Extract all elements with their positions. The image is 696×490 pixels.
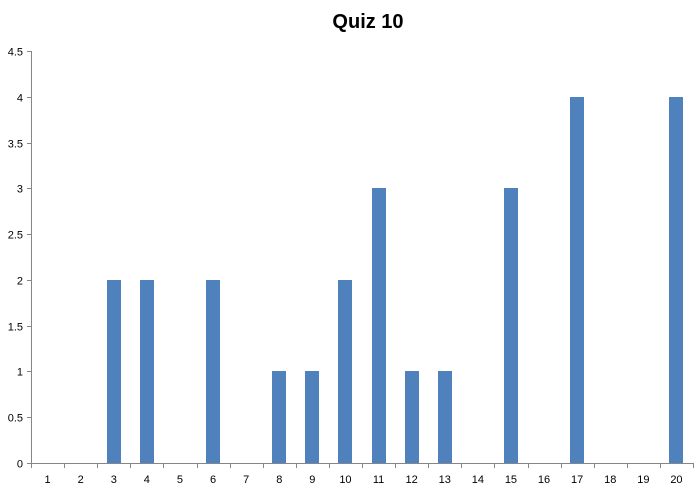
x-tick-label: 13	[439, 474, 451, 486]
bar-3	[107, 280, 121, 463]
bar-12	[405, 371, 419, 463]
bars	[107, 97, 683, 463]
bar-4	[140, 280, 154, 463]
y-tick-label: 1.5	[8, 322, 23, 334]
x-tick-label: 16	[538, 474, 550, 486]
y-tick-label: 2.5	[8, 230, 23, 242]
y-tick-label: 4	[17, 93, 23, 105]
x-tick-label: 17	[571, 474, 583, 486]
x-tick-label: 1	[44, 474, 50, 486]
x-tick-label: 5	[177, 474, 183, 486]
bar-17	[570, 97, 584, 463]
y-tick-label: 0.5	[8, 413, 23, 425]
bar-8	[272, 371, 286, 463]
x-tick-label: 7	[243, 474, 249, 486]
bar-10	[338, 280, 352, 463]
y-tick-label: 0	[17, 459, 23, 471]
x-tick-label: 12	[406, 474, 418, 486]
bar-13	[438, 371, 452, 463]
x-tick-label: 18	[604, 474, 616, 486]
x-tick-label: 20	[670, 474, 682, 486]
chart-title: Quiz 10	[332, 11, 403, 33]
y-tick-label: 2	[17, 276, 23, 288]
y-axis: 0 0.5 1 1.5 2 2.5 3 3.5 4 4.5	[8, 47, 32, 471]
y-tick-label: 3	[17, 184, 23, 196]
x-tick-label: 14	[472, 474, 484, 486]
x-tick-label: 9	[309, 474, 315, 486]
x-tick-label: 8	[276, 474, 282, 486]
x-tick-label: 6	[210, 474, 216, 486]
x-tick-label: 11	[373, 474, 384, 486]
x-tick-label: 15	[505, 474, 517, 486]
x-tick-label: 3	[111, 474, 117, 486]
x-axis: 1 2 3 4 5 6 7 8 9 10 11 12 13 14 15 16 17 18 19 20	[31, 463, 694, 486]
y-tick-label: 3.5	[8, 139, 23, 151]
x-tick-label: 10	[339, 474, 351, 486]
bar-9	[305, 371, 319, 463]
x-tick-label: 4	[144, 474, 150, 486]
x-tick-label: 2	[78, 474, 84, 486]
y-tick-label: 1	[17, 367, 23, 379]
y-tick-label: 4.5	[8, 47, 23, 59]
bar-6	[206, 280, 220, 463]
bar-11	[372, 188, 386, 463]
x-tick-label: 19	[637, 474, 649, 486]
bar-15	[504, 188, 518, 463]
bar-20	[669, 97, 683, 463]
